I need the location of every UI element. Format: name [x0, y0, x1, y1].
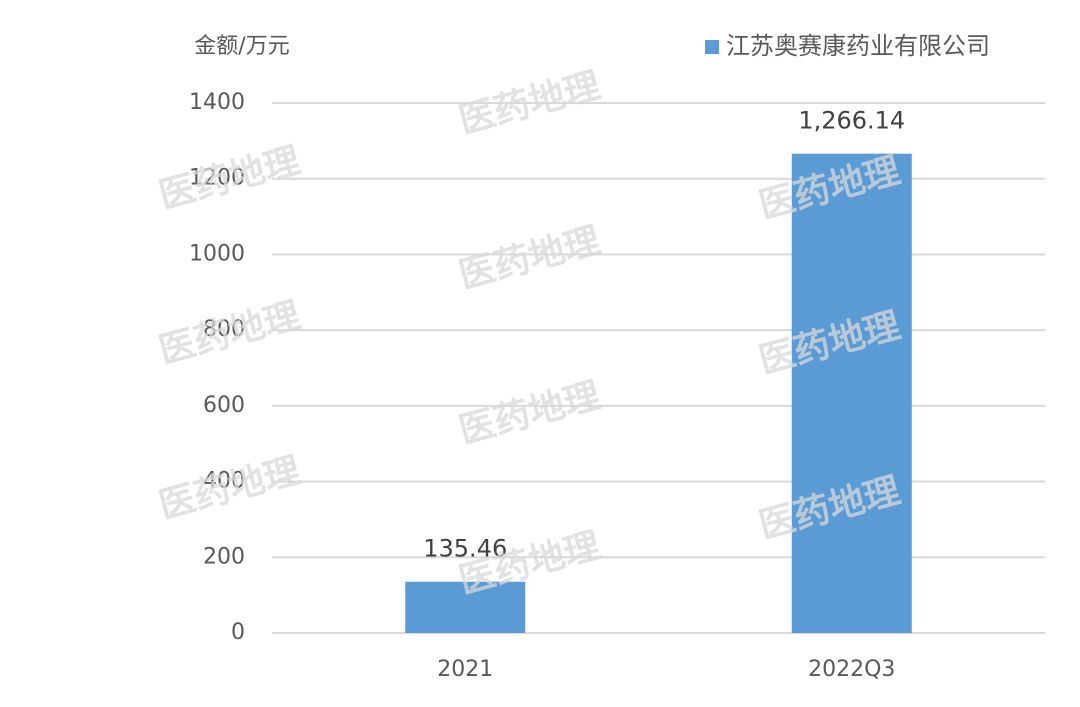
y-tick-label: 1400 — [189, 90, 245, 115]
x-tick-label: 2022Q3 — [808, 657, 895, 682]
value-label: 135.46 — [423, 535, 507, 563]
y-tick-label: 400 — [203, 469, 245, 494]
bar — [405, 581, 526, 633]
y-axis-label: 金额/万元 — [194, 34, 289, 59]
y-tick-label: 1200 — [189, 166, 245, 191]
x-tick-label: 2021 — [437, 657, 493, 682]
legend-swatch — [705, 40, 719, 54]
legend-label: 江苏奥赛康药业有限公司 — [726, 32, 990, 60]
y-tick-label: 800 — [203, 317, 245, 342]
y-tick-label: 200 — [203, 544, 245, 569]
value-label: 1,266.14 — [798, 107, 905, 135]
y-tick-label: 1000 — [189, 241, 245, 266]
y-tick-label: 600 — [203, 393, 245, 418]
bar — [791, 153, 912, 633]
y-tick-label: 0 — [231, 620, 245, 645]
